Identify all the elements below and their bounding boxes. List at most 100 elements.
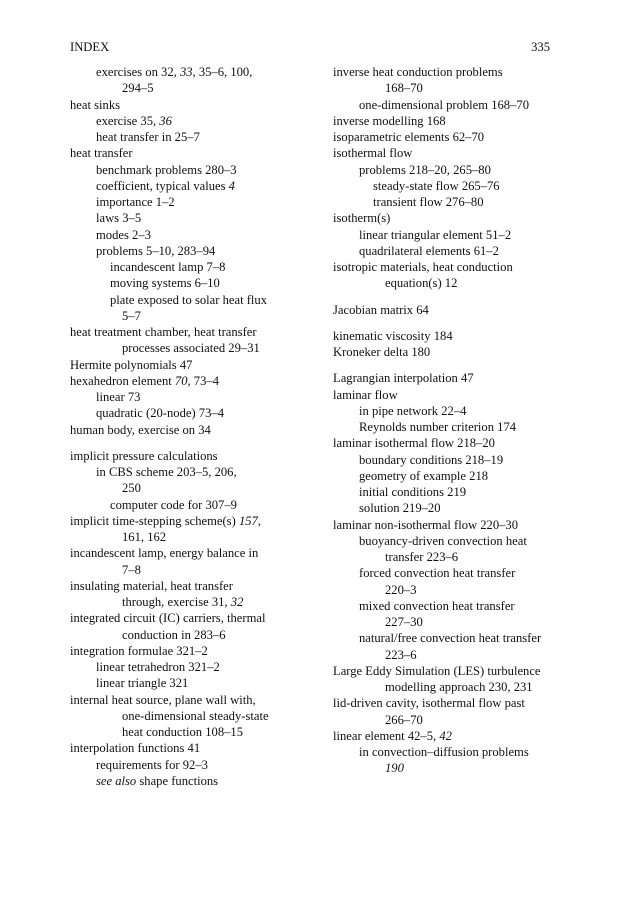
entry-text: implicit time-stepping scheme(s) <box>70 513 239 528</box>
entry-text: isothermal flow <box>333 146 413 161</box>
entry-text: 223–6 <box>385 647 417 662</box>
index-entry-line: initial conditions 219 <box>333 484 573 500</box>
entry-text: laminar flow <box>333 387 398 402</box>
letter-group-gap <box>70 438 320 448</box>
index-column-right: inverse heat conduction problems 168–70 on… <box>333 64 573 777</box>
index-entry-line: isotropic materials, heat conduction <box>333 259 573 275</box>
index-entry-line: 5–7 <box>70 308 320 324</box>
index-entry-line: forced convection heat transfer <box>333 565 573 581</box>
index-entry-line: linear 73 <box>70 389 320 405</box>
entry-text: moving systems 6–10 <box>110 276 220 291</box>
index-entry-line: plate exposed to solar heat flux <box>70 292 320 308</box>
index-entry-line: in CBS scheme 203–5, 206, <box>70 464 320 480</box>
entry-text: problems 5–10, 283–94 <box>96 243 216 258</box>
index-entry-line: exercises on 32, 33, 35–6, 100, <box>70 64 320 80</box>
index-entry-line: computer code for 307–9 <box>70 497 320 513</box>
entry-text: linear element 42–5, <box>333 728 440 743</box>
entry-text: linear 73 <box>96 390 141 404</box>
index-entry-line: inverse heat conduction problems <box>333 64 573 80</box>
index-entry-line: Hermite polynomials 47 <box>70 357 320 373</box>
index-entry-line: in pipe network 22–4 <box>333 403 573 419</box>
entry-text: 168–70 <box>385 81 423 96</box>
index-entry-line: incandescent lamp 7–8 <box>70 259 320 275</box>
index-entry-line: 250 <box>70 480 320 496</box>
index-entry-line: heat transfer in 25–7 <box>70 129 320 145</box>
entry-text: benchmark problems 280–3 <box>96 162 237 177</box>
index-entry-line: integrated circuit (IC) carriers, therma… <box>70 610 320 626</box>
index-entry-line: in convection–diffusion problems <box>333 744 573 760</box>
index-entry-line: heat sinks <box>70 97 320 113</box>
entry-text: quadrilateral elements 61–2 <box>359 243 499 258</box>
entry-text: insulating material, heat transfer <box>70 578 233 593</box>
running-header-title: INDEX <box>70 40 110 54</box>
entry-text: heat treatment chamber, heat transfer <box>70 325 257 339</box>
entry-text: linear tetrahedron 321–2 <box>96 660 220 674</box>
index-entry-line: 7–8 <box>70 562 320 578</box>
index-entry-line: kinematic viscosity 184 <box>333 328 573 344</box>
entry-text: initial conditions 219 <box>359 485 467 499</box>
entry-text: one-dimensional steady-state <box>122 708 269 723</box>
entry-text: through, exercise 31, <box>122 595 231 609</box>
entry-text: requirements for 92–3 <box>96 757 208 772</box>
index-entry-line: solution 219–20 <box>333 500 573 516</box>
index-entry-line: interpolation functions 41 <box>70 740 320 756</box>
index-entry-line: quadratic (20-node) 73–4 <box>70 405 320 421</box>
entry-text: incandescent lamp 7–8 <box>110 260 226 274</box>
index-entry-line: isothermal flow <box>333 145 573 161</box>
entry-text: laminar isothermal flow 218–20 <box>333 436 495 451</box>
entry-text: 227–30 <box>385 615 423 629</box>
entry-text: plate exposed to solar heat flux <box>110 292 268 307</box>
entry-text: in CBS scheme 203–5, 206, <box>96 465 237 479</box>
page-number: 335 <box>531 40 550 54</box>
letter-group-gap <box>333 360 573 370</box>
entry-text: isoparametric elements 62–70 <box>333 130 485 144</box>
index-entry-line: transfer 223–6 <box>333 549 573 565</box>
index-entry-line: natural/free convection heat transfer <box>333 630 573 646</box>
index-entry-line: heat conduction 108–15 <box>70 724 320 740</box>
index-entry-line: linear triangle 321 <box>70 675 320 691</box>
index-entry-line: 266–70 <box>333 712 573 728</box>
index-entry-line: insulating material, heat transfer <box>70 578 320 594</box>
entry-text: modes 2–3 <box>96 227 151 242</box>
entry-text: implicit pressure calculations <box>70 448 218 463</box>
entry-text: isotropic materials, heat conduction <box>333 260 513 274</box>
index-entry-line: 294–5 <box>70 80 320 96</box>
entry-text: , <box>257 513 261 528</box>
index-entry-line: linear element 42–5, 42 <box>333 728 573 744</box>
index-entry-line: Kroneker delta 180 <box>333 344 573 360</box>
entry-text: 161, 162 <box>122 530 167 544</box>
index-entry-line: isotherm(s) <box>333 210 573 226</box>
italic-page-ref: 157 <box>238 513 258 528</box>
entry-text: 7–8 <box>122 562 141 577</box>
index-entry-line: boundary conditions 218–19 <box>333 452 573 468</box>
entry-text: 266–70 <box>385 712 423 727</box>
entry-text: human body, exercise on 34 <box>70 422 211 437</box>
index-entry-line: heat transfer <box>70 145 320 161</box>
index-entry-line: incandescent lamp, energy balance in <box>70 545 320 561</box>
index-entry-line: requirements for 92–3 <box>70 757 320 773</box>
entry-text: problems 218–20, 265–80 <box>359 162 491 177</box>
italic-page-ref: 36 <box>159 113 172 128</box>
entry-text: heat sinks <box>70 97 121 112</box>
entry-text: incandescent lamp, energy balance in <box>70 546 259 561</box>
entry-text: heat conduction 108–15 <box>122 725 244 739</box>
entry-text: Large Eddy Simulation (LES) turbulence <box>333 663 541 678</box>
index-entry-line: one-dimensional problem 168–70 <box>333 97 573 113</box>
index-entry-line: lid-driven cavity, isothermal flow past <box>333 695 573 711</box>
entry-text: natural/free convection heat transfer <box>359 631 542 646</box>
entry-text: Jacobian matrix 64 <box>333 302 429 317</box>
index-entry-line: 223–6 <box>333 647 573 663</box>
index-entry-line: implicit pressure calculations <box>70 448 320 464</box>
entry-text: integrated circuit (IC) carriers, therma… <box>70 611 266 626</box>
entry-text: 5–7 <box>122 308 141 323</box>
index-entry-line: quadrilateral elements 61–2 <box>333 243 573 259</box>
entry-text: coefficient, typical values <box>96 178 229 193</box>
index-entry-line: problems 218–20, 265–80 <box>333 162 573 178</box>
entry-text: conduction in 283–6 <box>122 627 226 642</box>
entry-text: 250 <box>122 481 141 496</box>
entry-text: linear triangular element 51–2 <box>359 227 512 242</box>
index-entry-line: 161, 162 <box>70 529 320 545</box>
index-entry-line: Reynolds number criterion 174 <box>333 419 573 435</box>
index-entry-line: implicit time-stepping scheme(s) 157, <box>70 513 320 529</box>
index-entry-line: buoyancy-driven convection heat <box>333 533 573 549</box>
